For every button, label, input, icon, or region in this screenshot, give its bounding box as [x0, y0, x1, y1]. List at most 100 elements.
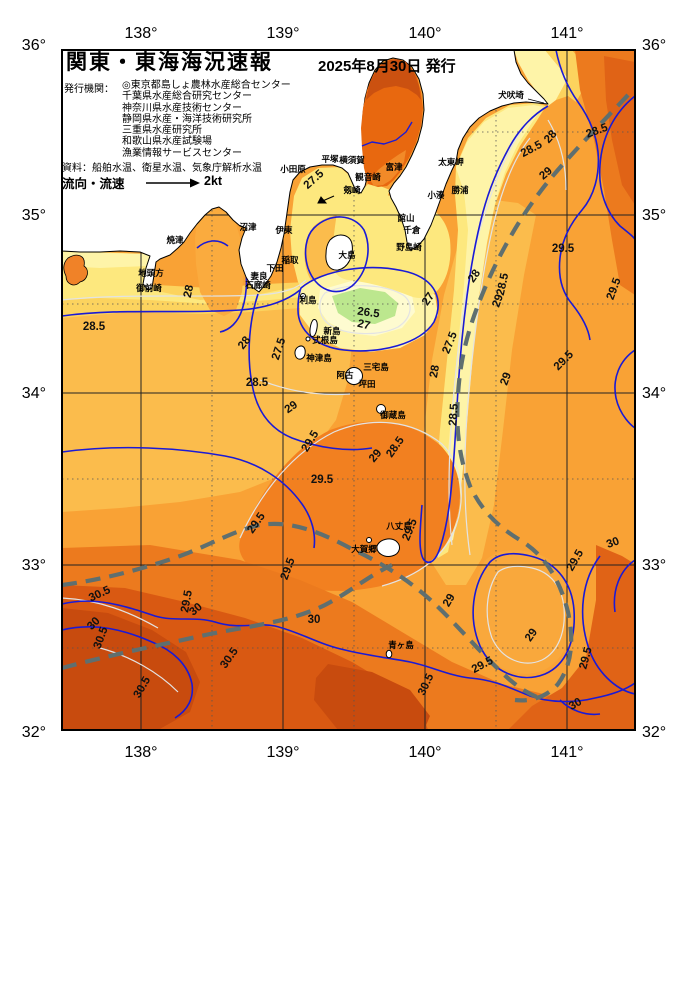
half-degree-contours — [62, 119, 567, 693]
contour-label: 29 — [441, 592, 458, 609]
agency-list-label: 発行機関： — [64, 84, 114, 95]
inubosaki-pointer — [527, 98, 545, 104]
aogashima-island — [385, 649, 393, 659]
kuroshio-current-dashed-lines — [62, 93, 630, 703]
axis-tick-bottom: 140° — [408, 744, 441, 761]
place-label: 大賀郷 — [351, 544, 377, 554]
contour-label: 30 — [308, 614, 321, 626]
axis-tick-right: 33° — [642, 557, 666, 574]
miyakejima-island — [345, 367, 363, 385]
axis-tick-right: 32° — [642, 724, 666, 741]
place-label: 伊東 — [274, 225, 293, 235]
agency-item: 漁業情報サービスセンター — [122, 147, 242, 159]
place-label: 御蔵島 — [379, 410, 406, 420]
mikurajima-island — [376, 404, 386, 414]
land-layer — [61, 49, 549, 659]
contour-label: 28 — [428, 364, 442, 379]
place-label: 大島 — [338, 250, 356, 260]
axis-tick-bottom: 138° — [124, 744, 157, 761]
place-label: 小田原 — [279, 164, 306, 174]
place-label: 妻良 — [250, 271, 268, 281]
lake-hamana — [63, 254, 88, 286]
axis-tick-top: 139° — [266, 25, 299, 42]
place-label: 新島 — [323, 326, 341, 336]
place-label: 観音崎 — [355, 172, 381, 182]
contour-label: 28.5 — [495, 272, 512, 297]
place-label: 下田 — [266, 263, 283, 273]
place-label: 館山 — [396, 213, 414, 223]
hachijojima-island — [376, 538, 400, 557]
agency-item: 静岡県水産・海洋技術研究所 — [122, 113, 252, 125]
place-label: 千倉 — [403, 225, 421, 235]
place-label: 稲取 — [281, 255, 299, 265]
place-label: 三宅島 — [363, 362, 389, 372]
contour-label: 29 — [490, 293, 506, 309]
contour-label: 30 — [605, 535, 621, 551]
place-label: 犬吠埼 — [497, 90, 524, 100]
place-label: 式根島 — [312, 335, 338, 345]
axis-tick-top: 138° — [124, 25, 157, 42]
contour-label: 30 — [567, 696, 584, 713]
place-label: 焼津 — [165, 235, 184, 245]
place-label: 八丈島 — [385, 521, 412, 531]
axis-tick-left: 34° — [22, 385, 46, 402]
place-label: 太東岬 — [437, 157, 464, 167]
contour-label: 28.5 — [83, 321, 106, 333]
contour-label: 28.5 — [447, 403, 461, 427]
contour-label: 26.5 — [356, 306, 380, 321]
axis-tick-bottom: 139° — [266, 744, 299, 761]
place-label: 勝浦 — [451, 185, 469, 195]
place-label: 横須賀 — [338, 155, 365, 165]
contour-label: 29.5 — [577, 645, 595, 670]
report-title: 関東・東海海況速報 — [66, 51, 273, 74]
data-source-line: 資料：船舶水温、衛星水温、気象庁解析水温 — [62, 163, 262, 174]
place-label: 石廊崎 — [244, 280, 271, 290]
place-label: 富津 — [385, 162, 403, 172]
axis-tick-top: 141° — [550, 25, 583, 42]
place-label: 坪田 — [358, 379, 375, 389]
place-label: 剱崎 — [342, 185, 361, 195]
flow-arrow-icon — [146, 178, 200, 188]
axis-tick-right: 35° — [642, 207, 666, 224]
axis-tick-left: 32° — [22, 724, 46, 741]
place-label: 阿古 — [336, 370, 354, 380]
agency-item: 三重県水産研究所 — [122, 125, 202, 137]
contour-label: 29 — [498, 371, 514, 387]
agency-item: 神奈川県水産技術センター — [122, 102, 242, 114]
axis-tick-bottom: 141° — [550, 744, 583, 761]
place-label: 沼津 — [239, 222, 257, 232]
axis-tick-right: 34° — [642, 385, 666, 402]
agency-item: 千葉県水産総合研究センター — [122, 91, 252, 103]
contour-label: 29.5 — [311, 474, 334, 486]
niijima-island — [309, 319, 318, 337]
place-label: 御前崎 — [135, 283, 162, 293]
hachijokojima-island — [366, 537, 372, 543]
axis-tick-left: 36° — [22, 37, 46, 54]
place-label: 地頭方 — [138, 268, 164, 278]
place-label: 青ヶ島 — [388, 640, 414, 650]
contour-label: 29.5 — [552, 243, 575, 255]
axis-tick-top: 140° — [408, 25, 441, 42]
axis-tick-left: 33° — [22, 557, 46, 574]
contour-label: 28.5 — [246, 377, 269, 389]
place-label: 野島崎 — [396, 242, 422, 252]
map-border — [61, 49, 636, 731]
agency-list: ◎東京都島しょ農林水産総合センター 千葉県水産総合研究センター 神奈川県水産技術セン… — [122, 80, 291, 159]
agency-item: 和歌山県水産試験場 — [122, 136, 212, 148]
place-label: 神津島 — [306, 353, 332, 363]
issue-date: 2025年8月30日 発行 — [318, 58, 456, 75]
contour-label: 29.5 — [179, 589, 195, 614]
shikinejima-island — [305, 336, 311, 342]
contour-label: 28 — [182, 283, 197, 299]
toshima-island — [300, 293, 306, 299]
axis-label-layer: 138° 139° 140° 141° 138° 139° 140° 141° 36° 35° 34… — [22, 25, 666, 761]
current-arrow — [317, 195, 335, 204]
oshima-island — [325, 234, 353, 271]
place-label: 平塚 — [321, 154, 339, 164]
flow-legend-label: 流向・流速 — [62, 177, 125, 191]
axis-tick-right: 36° — [642, 37, 666, 54]
agency-item: ◎東京都島しょ農林水産総合センター — [122, 80, 291, 91]
contour-label: 27 — [356, 318, 371, 333]
